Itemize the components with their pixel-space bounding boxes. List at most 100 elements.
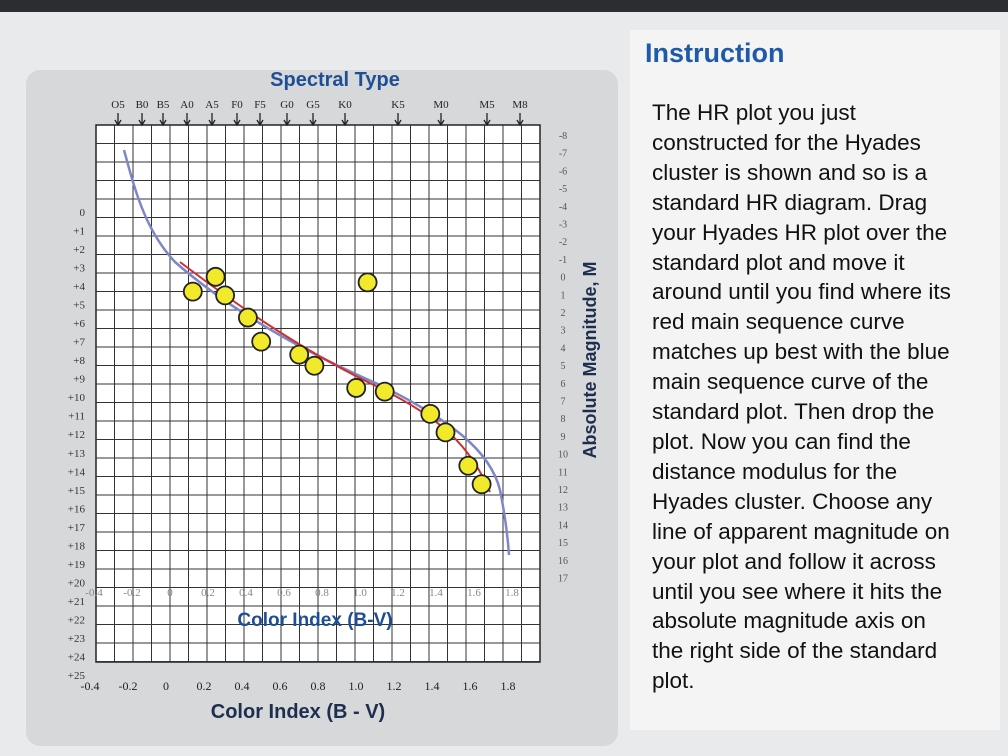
spectral-arrow [114, 113, 122, 127]
inner-color-label: 1.0 [353, 587, 367, 599]
absolute-label: 15 [558, 538, 568, 549]
spectral-arrow [483, 113, 491, 127]
apparent-label: 0 [80, 207, 86, 219]
spectral-label: M8 [512, 99, 528, 111]
apparent-label: +9 [73, 374, 85, 386]
instruction-line: standard plot and move it [652, 249, 905, 275]
instruction-line: your plot and follow it across [652, 548, 936, 574]
apparent-label: +23 [68, 633, 86, 645]
apparent-label: +16 [68, 503, 86, 515]
absolute-label: -7 [559, 149, 567, 160]
absolute-label: 13 [558, 503, 568, 514]
spectral-label: K0 [338, 99, 352, 111]
color-label: 0.8 [311, 679, 326, 693]
spectral-label: M0 [433, 99, 449, 111]
top-bar [0, 0, 1008, 12]
spectral-arrow [159, 113, 167, 127]
inner-color-label: 0.6 [277, 587, 291, 599]
spectral-arrow [208, 113, 216, 127]
absolute-label: 12 [558, 485, 568, 496]
instruction-line: The HR plot you just [652, 100, 856, 125]
color-label: 0 [163, 679, 169, 693]
hyades-star [374, 381, 395, 402]
spectral-label: B5 [157, 99, 170, 111]
color-label: -0.4 [81, 679, 100, 693]
spectral-label: A0 [180, 99, 194, 111]
hyades-star [289, 344, 310, 365]
grid [96, 125, 540, 662]
instruction-line: standard plot. Then drop the [652, 399, 935, 425]
instruction-line: your Hyades HR plot over the [652, 219, 948, 245]
spectral-arrow [341, 113, 349, 127]
apparent-label: +10 [68, 392, 86, 404]
hyades-star [458, 455, 479, 476]
hyades-star [346, 378, 367, 398]
absolute-label: 0 [561, 273, 566, 284]
color-label: 0.2 [197, 679, 212, 693]
spectral-arrow [437, 113, 445, 127]
absolute-label: 1 [561, 290, 566, 301]
spectral-arrow [233, 113, 241, 127]
color-label: 1.2 [387, 679, 402, 693]
absolute-label: 8 [561, 414, 566, 425]
absolute-label: -4 [559, 202, 567, 213]
apparent-label: +20 [68, 577, 86, 589]
instruction-panel [630, 30, 1000, 730]
absolute-axis-title: Absolute Magnitude, M [580, 262, 600, 459]
absolute-label: 10 [558, 450, 568, 461]
instruction-line: line of apparent magnitude on [652, 518, 950, 544]
hyades-star [237, 307, 258, 328]
instruction-line: main sequence curve of the [652, 369, 929, 395]
apparent-label: +11 [68, 411, 85, 423]
spectral-arrow [138, 113, 146, 127]
apparent-label: +13 [68, 448, 86, 460]
hyades-star [304, 355, 325, 376]
inner-color-label: 0.2 [201, 587, 215, 599]
inner-color-label: 0 [167, 587, 173, 599]
spectral-label: B0 [136, 99, 149, 111]
instruction-line: until you see where it hits the [652, 578, 943, 604]
inner-color-label: 1.2 [391, 587, 405, 599]
apparent-label: +18 [68, 540, 86, 552]
color-label: 1.0 [349, 679, 364, 693]
color-label: 0.6 [273, 679, 288, 693]
absolute-label: 14 [558, 520, 568, 531]
color-label: 1.8 [501, 679, 516, 693]
color-label: 1.6 [463, 679, 478, 693]
apparent-label: +6 [73, 318, 85, 330]
spectral-label: M5 [479, 99, 495, 111]
apparent-label: +24 [68, 651, 86, 663]
instruction-line: plot. Now you can find the [652, 428, 911, 454]
hyades-star [357, 272, 378, 293]
inner-color-label: 0.8 [315, 587, 329, 599]
absolute-label: 4 [561, 343, 566, 354]
inner-color-label: 1.4 [429, 587, 443, 599]
absolute-label: -5 [559, 184, 567, 195]
apparent-label: +12 [68, 429, 85, 441]
spectral-arrow [183, 113, 191, 127]
absolute-label: 3 [561, 326, 566, 337]
absolute-label: 16 [558, 556, 568, 567]
instruction-line: red main sequence curve [652, 309, 905, 335]
absolute-label: -8 [559, 131, 567, 142]
hyades-star [182, 281, 203, 302]
spectral-label: F5 [254, 99, 266, 111]
apparent-label: +14 [68, 466, 86, 478]
apparent-label: +17 [68, 522, 86, 534]
inner-color-label: 1.6 [467, 587, 481, 599]
spectral-arrow [283, 113, 291, 127]
spectral-arrow [516, 113, 524, 127]
hr-plot[interactable]: Spectral Type Color Index (B-V) Color In… [0, 0, 630, 756]
inner-color-label: 0.4 [239, 587, 253, 599]
absolute-label: -1 [559, 255, 567, 266]
apparent-label: +2 [73, 244, 85, 256]
spectral-label: F0 [231, 99, 243, 111]
spectral-label: A5 [205, 99, 219, 111]
standard-main-sequence [122, 149, 511, 556]
spectral-title: Spectral Type [270, 69, 400, 91]
instruction-line: matches up best with the blue [652, 339, 950, 365]
apparent-label: +3 [73, 263, 85, 275]
absolute-label: 11 [558, 467, 568, 478]
instruction-line: standard HR diagram. Drag [652, 189, 928, 215]
